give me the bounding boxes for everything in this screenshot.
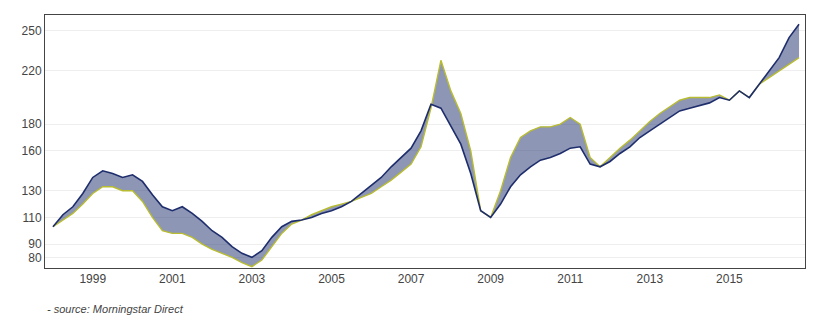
svg-text:80: 80 [28, 251, 42, 265]
svg-text:2009: 2009 [477, 272, 504, 286]
svg-text:2005: 2005 [318, 272, 345, 286]
svg-text:2003: 2003 [239, 272, 266, 286]
svg-text:2013: 2013 [636, 272, 663, 286]
svg-text:1999: 1999 [79, 272, 106, 286]
svg-text:2015: 2015 [716, 272, 743, 286]
svg-text:130: 130 [22, 184, 42, 198]
svg-text:160: 160 [22, 144, 42, 158]
svg-text:180: 180 [22, 117, 42, 131]
svg-text:2011: 2011 [557, 272, 583, 286]
svg-text:110: 110 [22, 211, 41, 225]
svg-text:90: 90 [28, 237, 42, 251]
svg-text:250: 250 [22, 24, 42, 38]
svg-text:- source: Morningstar Direct: - source: Morningstar Direct [47, 303, 184, 315]
svg-text:2001: 2001 [159, 272, 186, 286]
svg-text:2007: 2007 [398, 272, 425, 286]
svg-text:220: 220 [22, 64, 42, 78]
